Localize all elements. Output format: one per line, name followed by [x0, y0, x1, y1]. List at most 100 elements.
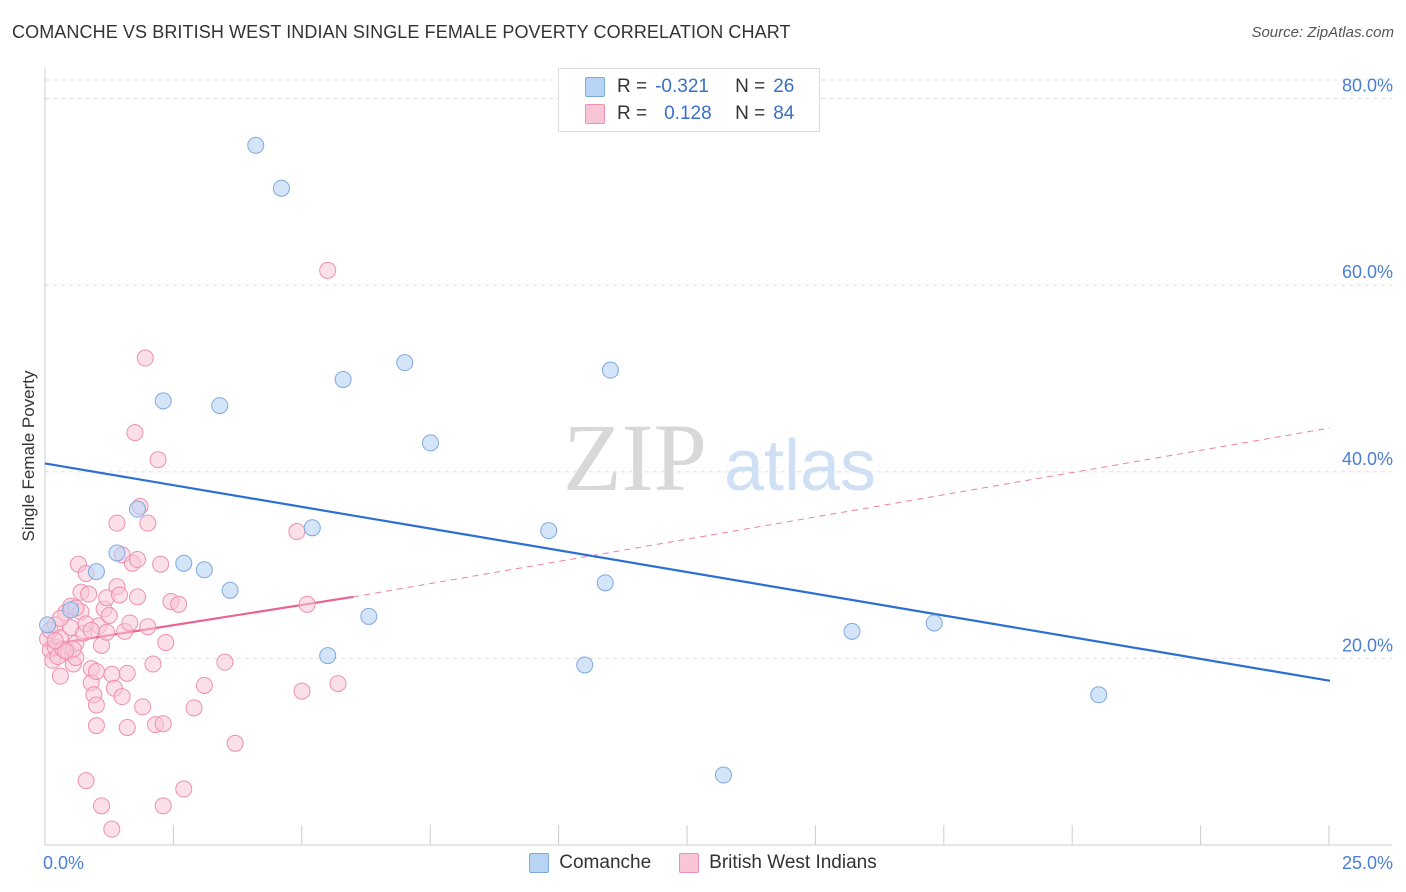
comanche-point: [39, 616, 57, 634]
comanche-point: [714, 766, 732, 784]
legend-n-value: 26: [773, 76, 795, 97]
legend-item-label: British West Indians: [709, 852, 877, 873]
stats-legend: R = -0.321 N = 26 R = 0.128 N = 84: [558, 68, 820, 132]
bwi-point: [113, 688, 131, 706]
comanche-point: [211, 397, 229, 415]
bwi-point: [152, 555, 170, 573]
bwi-point: [103, 665, 121, 683]
bwi-point: [118, 664, 136, 682]
bwi-point: [121, 614, 139, 632]
bwi-point: [129, 551, 147, 569]
watermark: ZIP atlas: [563, 404, 876, 511]
bwi-point: [77, 772, 95, 790]
bwi-swatch: [585, 104, 605, 124]
comanche-point: [843, 622, 861, 640]
y-tick-label: 20.0%: [1342, 635, 1393, 655]
bwi-point: [154, 797, 172, 815]
bwi-point: [298, 595, 316, 613]
bwi-point: [98, 623, 116, 641]
comanche-trend-line: [44, 462, 1331, 682]
bwi-point: [100, 607, 118, 624]
comanche-point: [925, 614, 943, 632]
legend-r-label: R =: [617, 103, 648, 124]
comanche-point: [303, 519, 321, 537]
bwi-point: [111, 586, 129, 604]
legend-n-value: 84: [773, 103, 795, 124]
legend-row-bwi: R = 0.128 N = 84: [585, 102, 794, 126]
comanche-point: [360, 607, 378, 625]
legend-n-label: N =: [735, 103, 766, 124]
y-tick-label: 40.0%: [1342, 449, 1393, 469]
legend-r-value: 0.128: [664, 103, 712, 124]
bwi-point: [129, 588, 147, 606]
source-label: Source: ZipAtlas.com: [1251, 24, 1394, 41]
comanche-point: [422, 434, 439, 452]
comanche-point: [596, 574, 614, 592]
comanche-point: [576, 656, 594, 674]
legend-item-label: Comanche: [559, 852, 652, 873]
bwi-point: [103, 820, 121, 838]
bwi-swatch: [679, 853, 700, 873]
bwi-point: [175, 780, 193, 798]
comanche-point: [62, 601, 80, 619]
comanche-point: [396, 354, 414, 372]
bwi-trend-line-extended: [353, 427, 1331, 598]
legend-item-comanche[interactable]: Comanche: [529, 852, 651, 874]
bwi-point: [293, 682, 311, 700]
bwi-point: [149, 451, 167, 469]
bwi-point: [82, 621, 100, 639]
bwi-point: [288, 523, 306, 541]
bwi-point: [185, 699, 203, 717]
bwi-point: [80, 585, 98, 603]
legend-row-comanche: R = -0.321 N = 26: [585, 75, 794, 99]
bwi-point: [154, 715, 172, 733]
comanche-point: [334, 370, 352, 388]
bwi-point: [126, 424, 144, 442]
bwi-point: [139, 514, 157, 532]
comanche-point: [195, 561, 213, 579]
chart-title: COMANCHE VS BRITISH WEST INDIAN SINGLE F…: [12, 22, 791, 42]
legend-r-value: -0.321: [655, 76, 709, 97]
y-axis-label: Single Female Poverty: [19, 370, 38, 542]
bwi-point: [136, 349, 154, 367]
comanche-point: [540, 522, 558, 540]
bwi-point: [157, 634, 175, 652]
bwi-point: [170, 595, 188, 613]
legend-n-label: N =: [735, 76, 766, 97]
comanche-swatch: [585, 77, 605, 97]
legend-item-bwi[interactable]: British West Indians: [679, 852, 877, 874]
comanche-swatch: [529, 853, 550, 873]
bwi-point: [319, 261, 337, 279]
bwi-point: [46, 632, 64, 650]
bwi-point: [108, 514, 126, 532]
y-tick-label: 80.0%: [1342, 76, 1393, 96]
bwi-point: [57, 642, 75, 660]
bwi-point: [139, 618, 157, 636]
bwi-point: [195, 676, 213, 694]
comanche-point: [87, 563, 105, 581]
comanche-point: [1090, 686, 1108, 704]
comanche-point: [154, 392, 172, 410]
comanche-point: [129, 500, 147, 518]
watermark-atlas: atlas: [724, 426, 876, 506]
bwi-point: [144, 655, 162, 673]
legend-r-label: R =: [617, 76, 648, 97]
comanche-point: [319, 647, 337, 665]
x-tick-label: 25.0%: [1342, 853, 1393, 873]
comanche-point: [272, 179, 290, 197]
series-legend: Comanche British West Indians: [0, 852, 1406, 874]
bwi-point: [51, 667, 69, 685]
bwi-point: [87, 662, 105, 680]
bwi-point: [216, 653, 234, 671]
bwi-point: [226, 734, 244, 752]
bwi-point: [134, 698, 152, 716]
bwi-point: [87, 696, 105, 714]
bwi-point: [329, 675, 347, 693]
bwi-point: [93, 797, 111, 815]
bwi-point: [87, 717, 105, 735]
comanche-point: [601, 361, 619, 379]
y-tick-label: 60.0%: [1342, 262, 1393, 282]
bwi-point: [118, 718, 136, 736]
axis-layer: 20.0% 40.0% 60.0% 80.0% 0.0% 25.0%: [43, 68, 1393, 873]
